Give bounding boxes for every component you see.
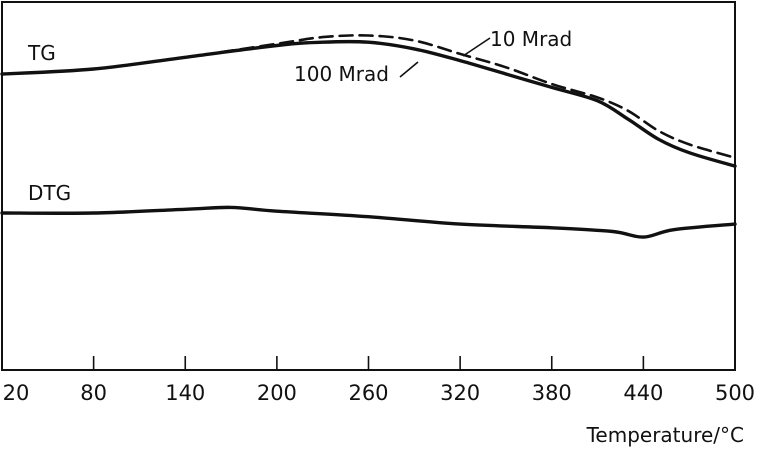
- x-axis-ticks: 20 80 140 200 260 320 380 440 500: [3, 356, 755, 405]
- x-tick-label: 140: [165, 381, 205, 405]
- x-tick-label: 440: [623, 381, 663, 405]
- tg-label: TG: [27, 41, 56, 65]
- series-line-10-mrad: [0, 34, 737, 160]
- x-tick-label: 320: [440, 381, 480, 405]
- dose-10-label: 10 Mrad: [490, 27, 572, 51]
- series-group: [0, 34, 737, 239]
- x-tick-label: 80: [80, 381, 107, 405]
- x-tick-label: 500: [715, 381, 755, 405]
- dose-10-leader: [462, 37, 491, 57]
- dtg-label: DTG: [28, 181, 71, 205]
- series-line-100-mrad: [0, 39, 737, 168]
- x-tick-label: 200: [257, 381, 297, 405]
- dose-100-leader: [399, 61, 419, 78]
- x-tick-label: 380: [532, 381, 572, 405]
- curve-labels: TG DTG 10 Mrad 100 Mrad: [27, 27, 572, 205]
- x-tick-label: 20: [3, 381, 30, 405]
- series-line-dtg: [0, 205, 737, 239]
- x-tick-label: 260: [348, 381, 388, 405]
- x-axis-title: Temperature/°C: [586, 423, 744, 447]
- dose-100-label: 100 Mrad: [294, 62, 389, 86]
- plot-frame: [1, 1, 736, 371]
- plot-border: [1, 1, 736, 371]
